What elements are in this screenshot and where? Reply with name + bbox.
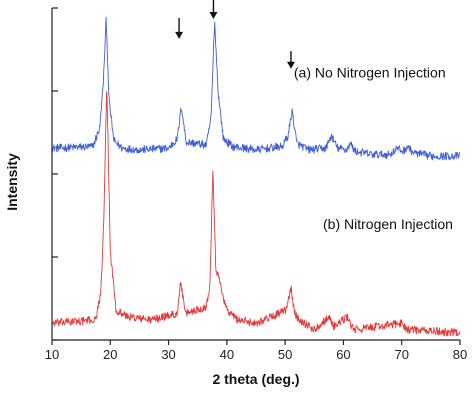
x-axis-title: 2 theta (deg.) bbox=[212, 371, 299, 387]
x-tick-label: 80 bbox=[453, 347, 467, 362]
x-tick-label: 30 bbox=[161, 347, 175, 362]
series-line-nitrogen bbox=[51, 91, 461, 337]
series-label: (a) No Nitrogen Injection bbox=[294, 65, 446, 81]
peak-arrow bbox=[286, 51, 295, 69]
x-tick-label: 10 bbox=[45, 347, 59, 362]
series-lines bbox=[51, 16, 461, 337]
y-axis-title: Intensity bbox=[4, 153, 20, 211]
x-tick-label: 50 bbox=[278, 347, 292, 362]
x-tick-label: 60 bbox=[336, 347, 350, 362]
x-tick-label: 40 bbox=[220, 347, 234, 362]
x-tick-label: 20 bbox=[103, 347, 117, 362]
axes: 10 20 30 40 50 60 70 80 bbox=[45, 7, 467, 362]
series-label: (b) Nitrogen Injection bbox=[323, 216, 453, 232]
peak-arrow bbox=[175, 17, 184, 39]
x-tick-label: 70 bbox=[394, 347, 408, 362]
annotation-layer: (a) No Nitrogen Injection (b) Nitrogen In… bbox=[175, 0, 453, 232]
peak-arrow bbox=[209, 0, 218, 19]
series-line-no-nitrogen bbox=[52, 16, 461, 161]
